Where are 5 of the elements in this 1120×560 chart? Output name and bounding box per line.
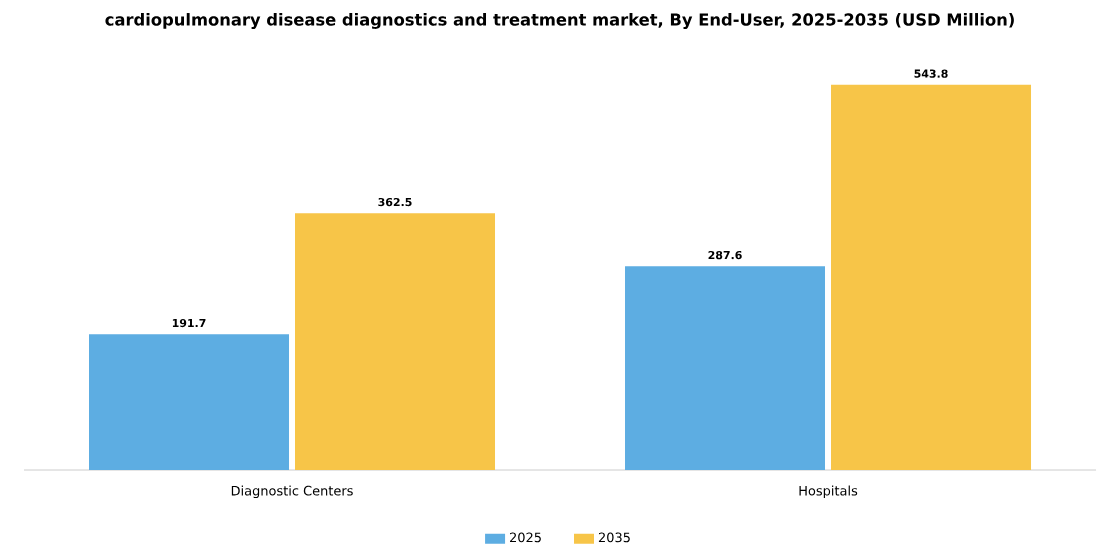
- bar: [295, 213, 496, 470]
- bar: [89, 334, 289, 470]
- chart-title: cardiopulmonary disease diagnostics and treatment market, By End-User, 2025-2035 (USD Million): [105, 13, 1014, 29]
- bar: [831, 84, 1032, 470]
- bar: [625, 266, 826, 470]
